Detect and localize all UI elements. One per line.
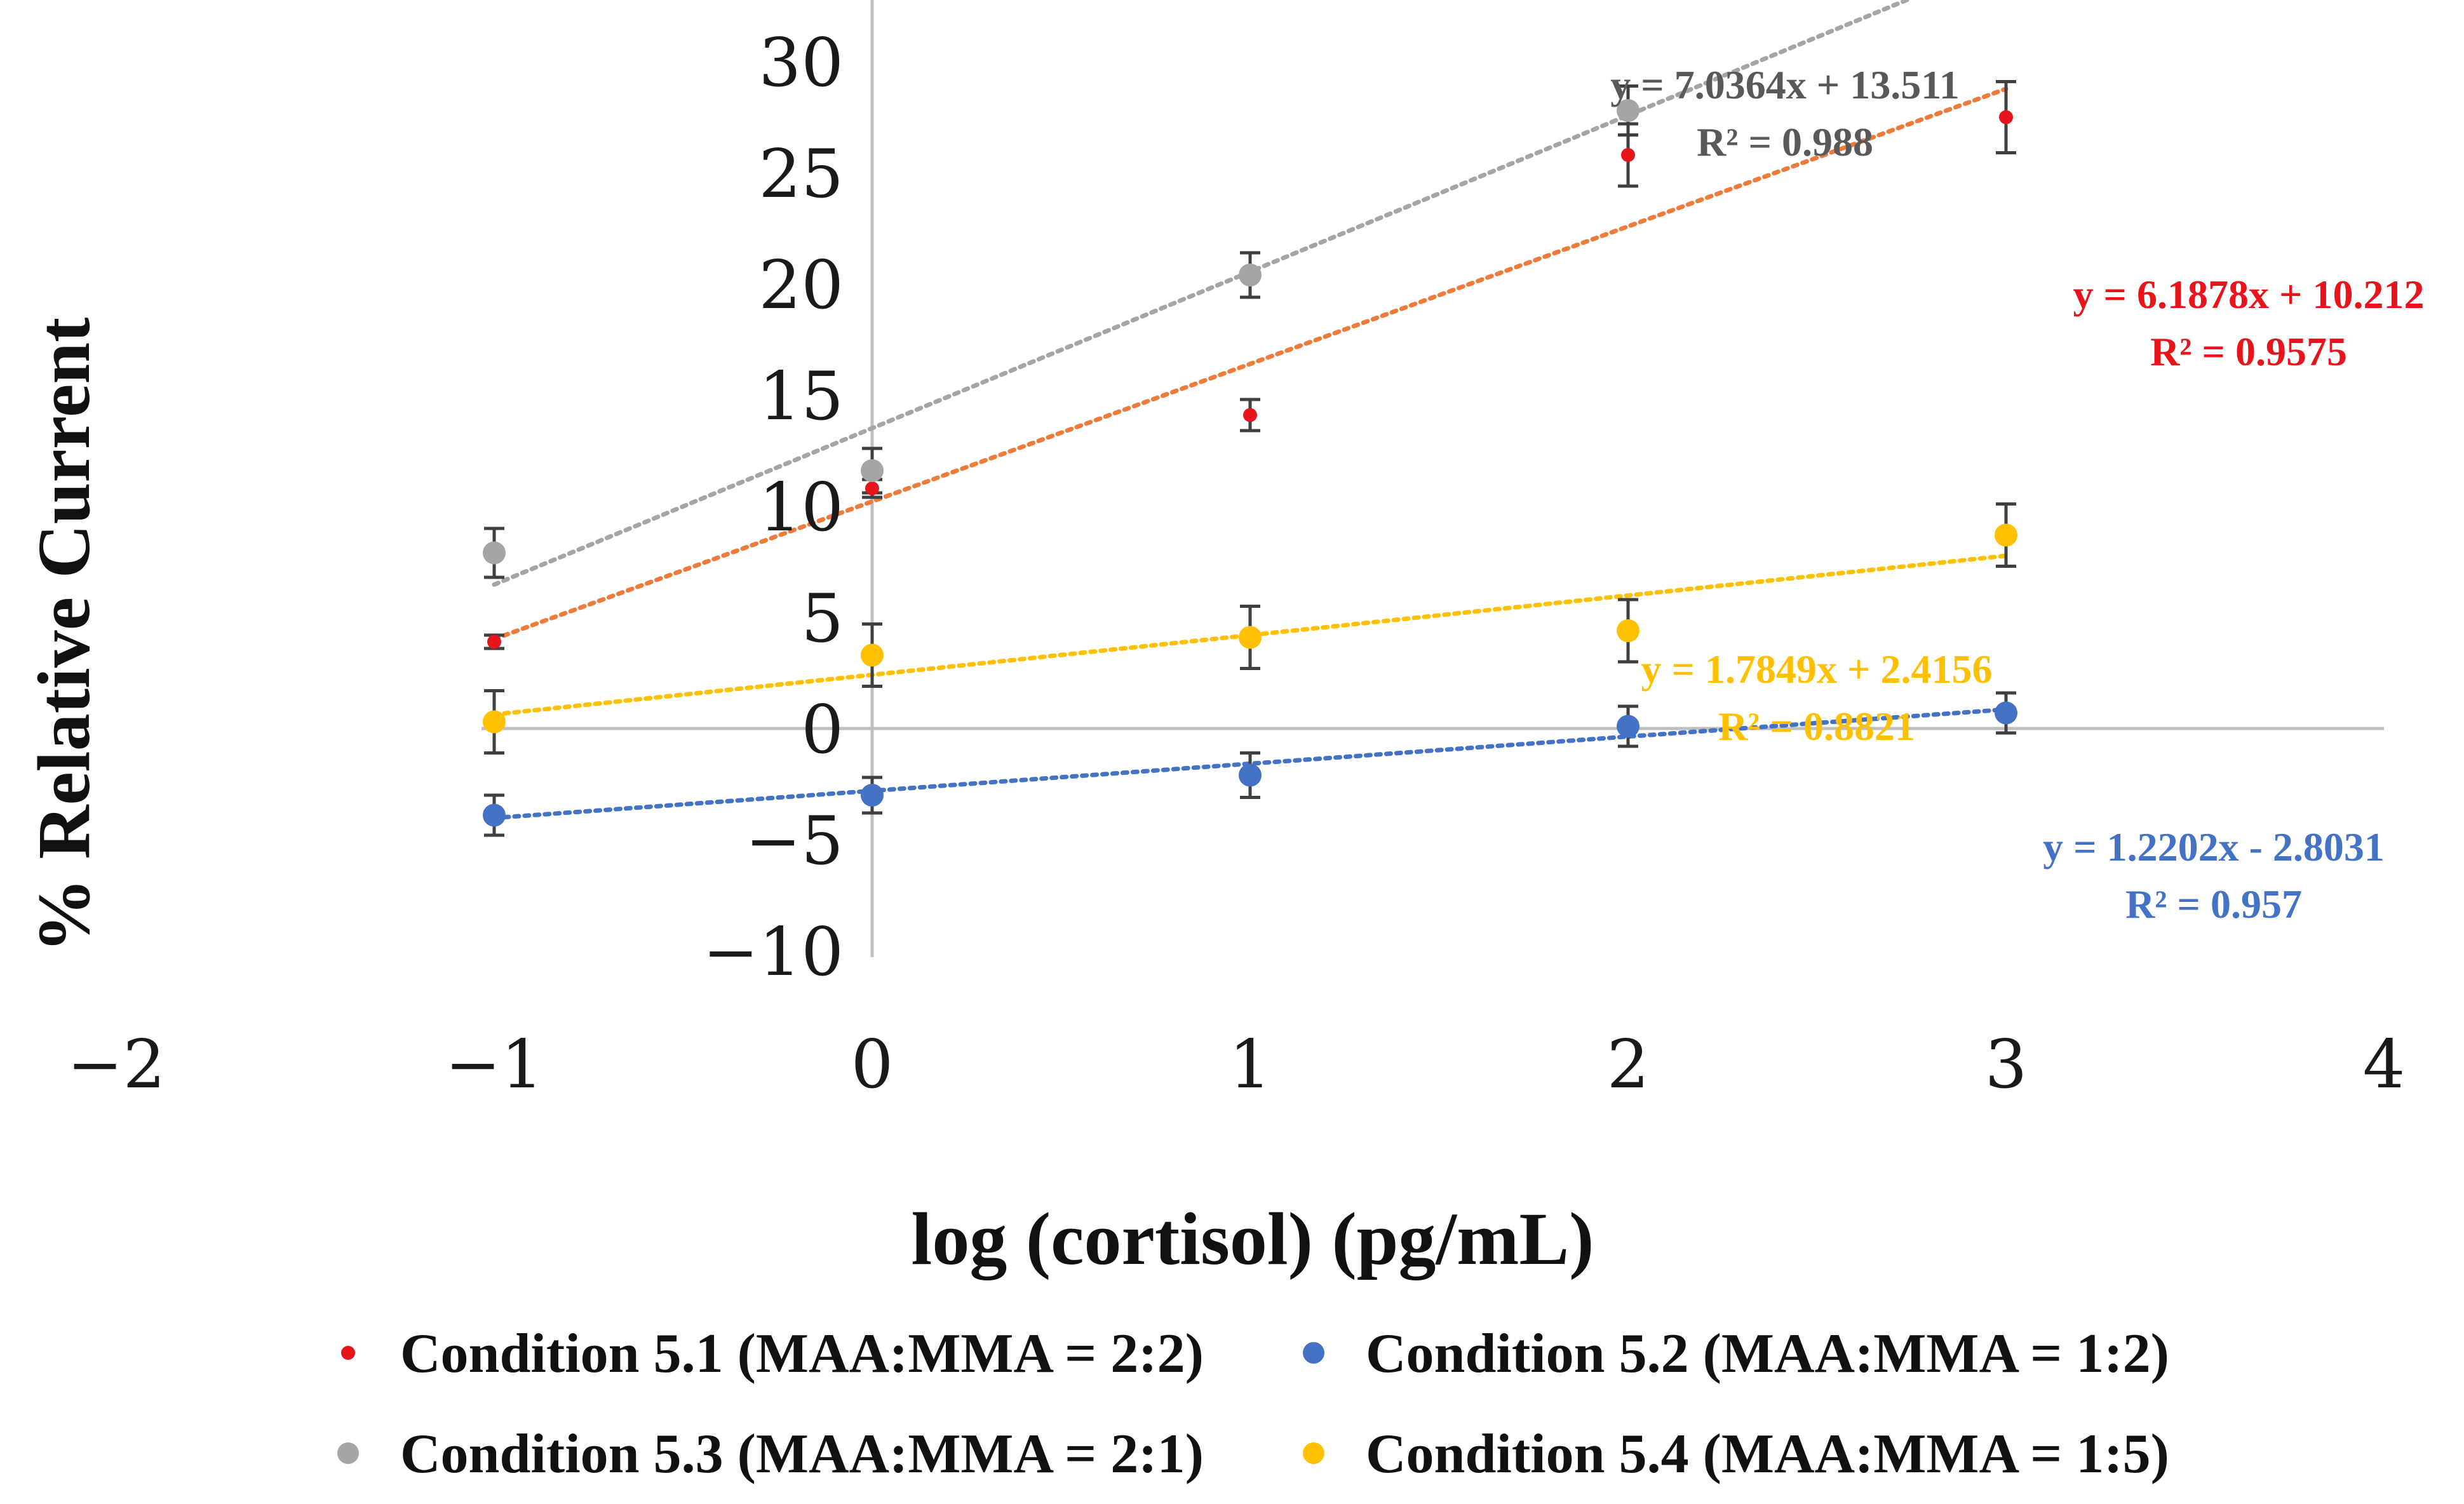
axes-layer	[481, 0, 2384, 957]
y-tick-label: 20	[758, 246, 844, 324]
trend-equation: y = 6.1878x + 10.212	[2073, 272, 2425, 317]
data-point	[487, 634, 501, 649]
trendline	[492, 86, 2009, 641]
trend-r2: R² = 0.9575	[2150, 329, 2347, 374]
y-tick-label: −10	[703, 913, 844, 991]
legend-label: Condition 5.4 (MAA:MMA = 1:5)	[1366, 1423, 2169, 1485]
x-tick-label: 1	[1229, 1026, 1272, 1103]
y-tick-label: −5	[745, 802, 844, 880]
trend-r2: R² = 0.957	[2125, 882, 2302, 927]
legend: Condition 5.1 (MAA:MMA = 2:2) Condition 5…	[337, 1323, 2169, 1485]
x-tick-label: 0	[851, 1026, 894, 1103]
data-point	[1999, 110, 2013, 124]
legend-marker	[341, 1346, 355, 1360]
trend-equation: y = 1.7849x + 2.4156	[1641, 647, 1993, 692]
data-point	[1621, 148, 1635, 162]
data-point	[861, 643, 884, 667]
data-point	[1239, 763, 1262, 787]
y-tick-label: 30	[758, 24, 844, 102]
legend-label: Condition 5.2 (MAA:MMA = 1:2)	[1366, 1323, 2169, 1385]
data-point	[1995, 523, 2017, 547]
data-point	[483, 541, 506, 565]
y-axis-title: % Relative Current	[22, 318, 105, 953]
data-point	[861, 459, 884, 482]
trend-equation: y = 7.0364x + 13.511	[1610, 62, 1959, 107]
data-point	[483, 710, 506, 734]
data-point	[483, 803, 506, 827]
legend-label: Condition 5.3 (MAA:MMA = 2:1)	[400, 1423, 1204, 1485]
x-axis-title: log (cortisol) (pg/mL)	[912, 1197, 1594, 1280]
data-point	[1617, 99, 1639, 122]
legend-marker	[337, 1442, 359, 1464]
data-point	[1239, 626, 1262, 649]
y-tick-label: 0	[801, 691, 844, 769]
data-point	[865, 481, 879, 495]
legend-marker	[1303, 1342, 1324, 1364]
data-point	[1243, 408, 1257, 422]
x-tick-label: −2	[67, 1026, 166, 1103]
trend-r2: R² = 0.8821	[1718, 704, 1915, 749]
x-tick-label: −1	[445, 1026, 544, 1103]
trend-r2: R² = 0.988	[1697, 119, 1873, 164]
trend-equation: y = 1.2202x - 2.8031	[2043, 824, 2385, 869]
legend-label: Condition 5.1 (MAA:MMA = 2:2)	[400, 1323, 1204, 1385]
points-layer	[483, 99, 2017, 827]
y-tick-label: 15	[758, 358, 844, 435]
equations-layer: y = 6.1878x + 10.212 R² = 0.9575 y = 1.220…	[1610, 62, 2424, 927]
x-tick-label: 3	[1985, 1026, 2028, 1103]
data-point	[1239, 264, 1262, 286]
x-tick-label: 2	[1607, 1026, 1650, 1103]
data-point	[861, 784, 884, 807]
data-point	[1617, 715, 1639, 738]
data-point	[1617, 619, 1639, 642]
data-point	[1995, 701, 2017, 725]
x-tick-label: 4	[2363, 1026, 2406, 1103]
legend-marker	[1303, 1442, 1324, 1464]
y-tick-label: 5	[801, 580, 844, 657]
y-tick-label: 10	[758, 469, 844, 546]
y-tick-label: 25	[758, 135, 844, 213]
